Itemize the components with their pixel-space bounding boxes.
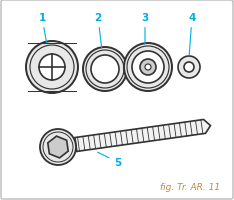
Text: fig. Tr. AR. 11: fig. Tr. AR. 11 — [160, 182, 220, 191]
Circle shape — [140, 60, 156, 76]
Circle shape — [39, 55, 65, 81]
Circle shape — [26, 42, 78, 94]
Circle shape — [132, 52, 164, 84]
Circle shape — [91, 56, 119, 84]
Circle shape — [178, 57, 200, 79]
Polygon shape — [75, 120, 211, 152]
Circle shape — [184, 63, 194, 73]
Circle shape — [145, 65, 151, 71]
Text: 1: 1 — [38, 13, 47, 43]
Text: 2: 2 — [94, 13, 102, 49]
Circle shape — [86, 51, 124, 89]
Text: 5: 5 — [98, 152, 122, 167]
Circle shape — [127, 47, 169, 89]
Circle shape — [83, 48, 127, 92]
Circle shape — [30, 46, 74, 90]
Circle shape — [40, 129, 76, 165]
Polygon shape — [48, 136, 68, 158]
Text: 4: 4 — [188, 13, 196, 56]
Text: 3: 3 — [141, 13, 149, 45]
Circle shape — [43, 132, 73, 162]
Circle shape — [124, 44, 172, 92]
